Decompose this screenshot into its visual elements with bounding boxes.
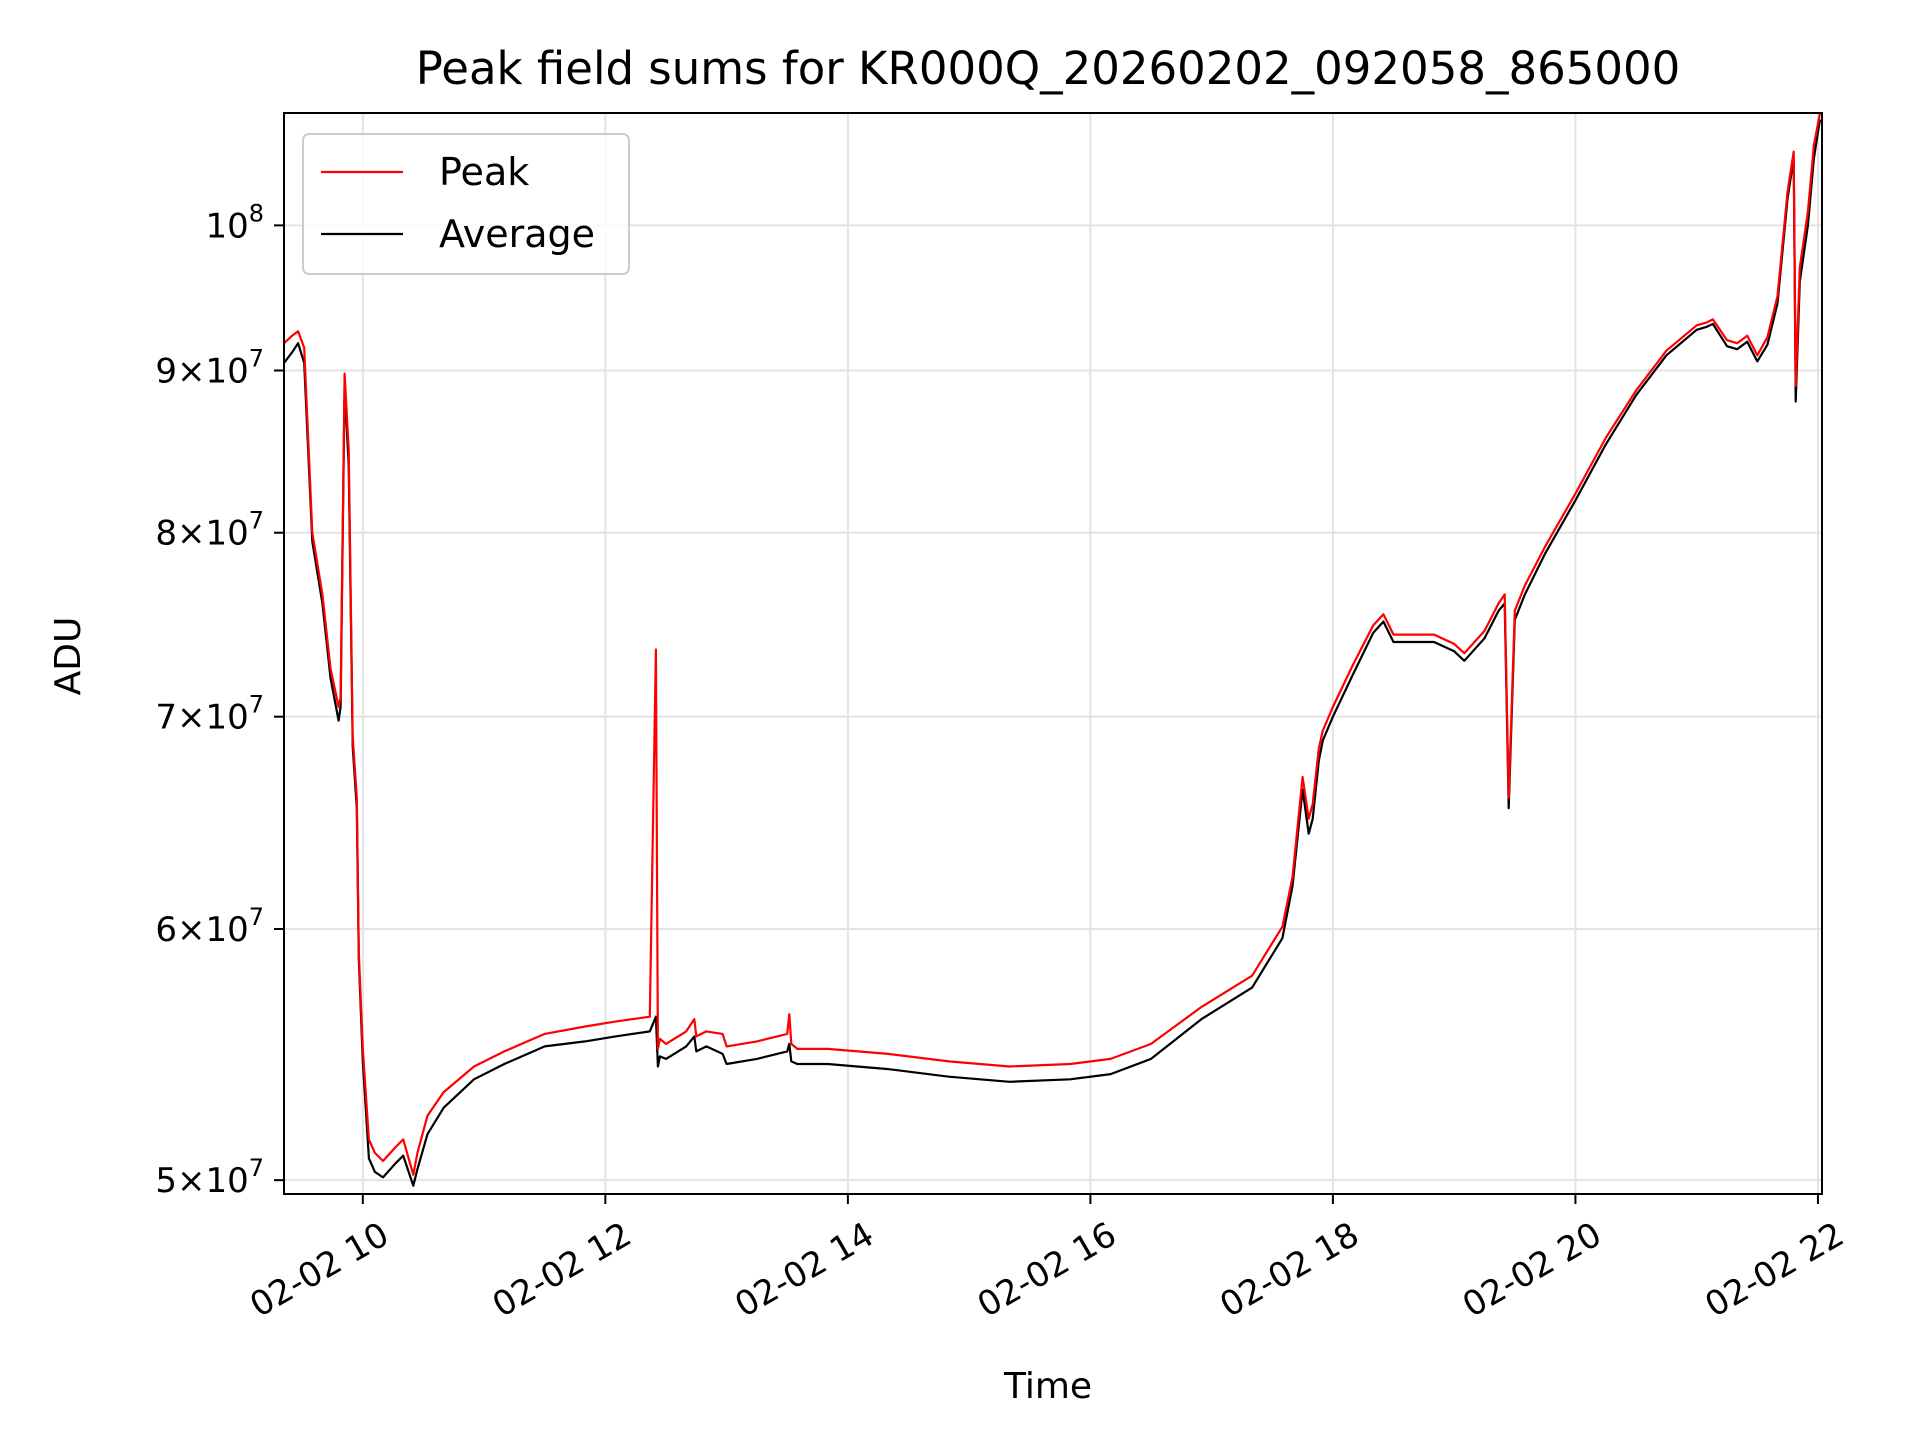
legend-label-peak: Peak [439, 150, 529, 194]
chart-title: Peak field sums for KR000Q_20260202_0920… [416, 42, 1680, 95]
series-layer [284, 113, 1822, 1187]
series-line-peak [284, 113, 1822, 1176]
y-tick-label: 108 [205, 199, 264, 246]
y-tick-label: 6×107 [155, 903, 264, 950]
y-tick-label: 5×107 [155, 1154, 264, 1201]
y-tick-label: 8×107 [155, 507, 264, 554]
legend: Peak Average [302, 133, 630, 275]
x-axis-label: Time [1003, 1366, 1092, 1407]
plot-frame [283, 112, 1823, 1195]
y-tick-label: 9×107 [155, 345, 264, 392]
y-axis-label: ADU [48, 617, 89, 696]
legend-box [302, 133, 630, 275]
grid [284, 113, 1822, 1194]
series-line-average [284, 119, 1822, 1187]
y-tick-label: 7×107 [155, 691, 264, 738]
legend-label-average: Average [439, 212, 595, 256]
